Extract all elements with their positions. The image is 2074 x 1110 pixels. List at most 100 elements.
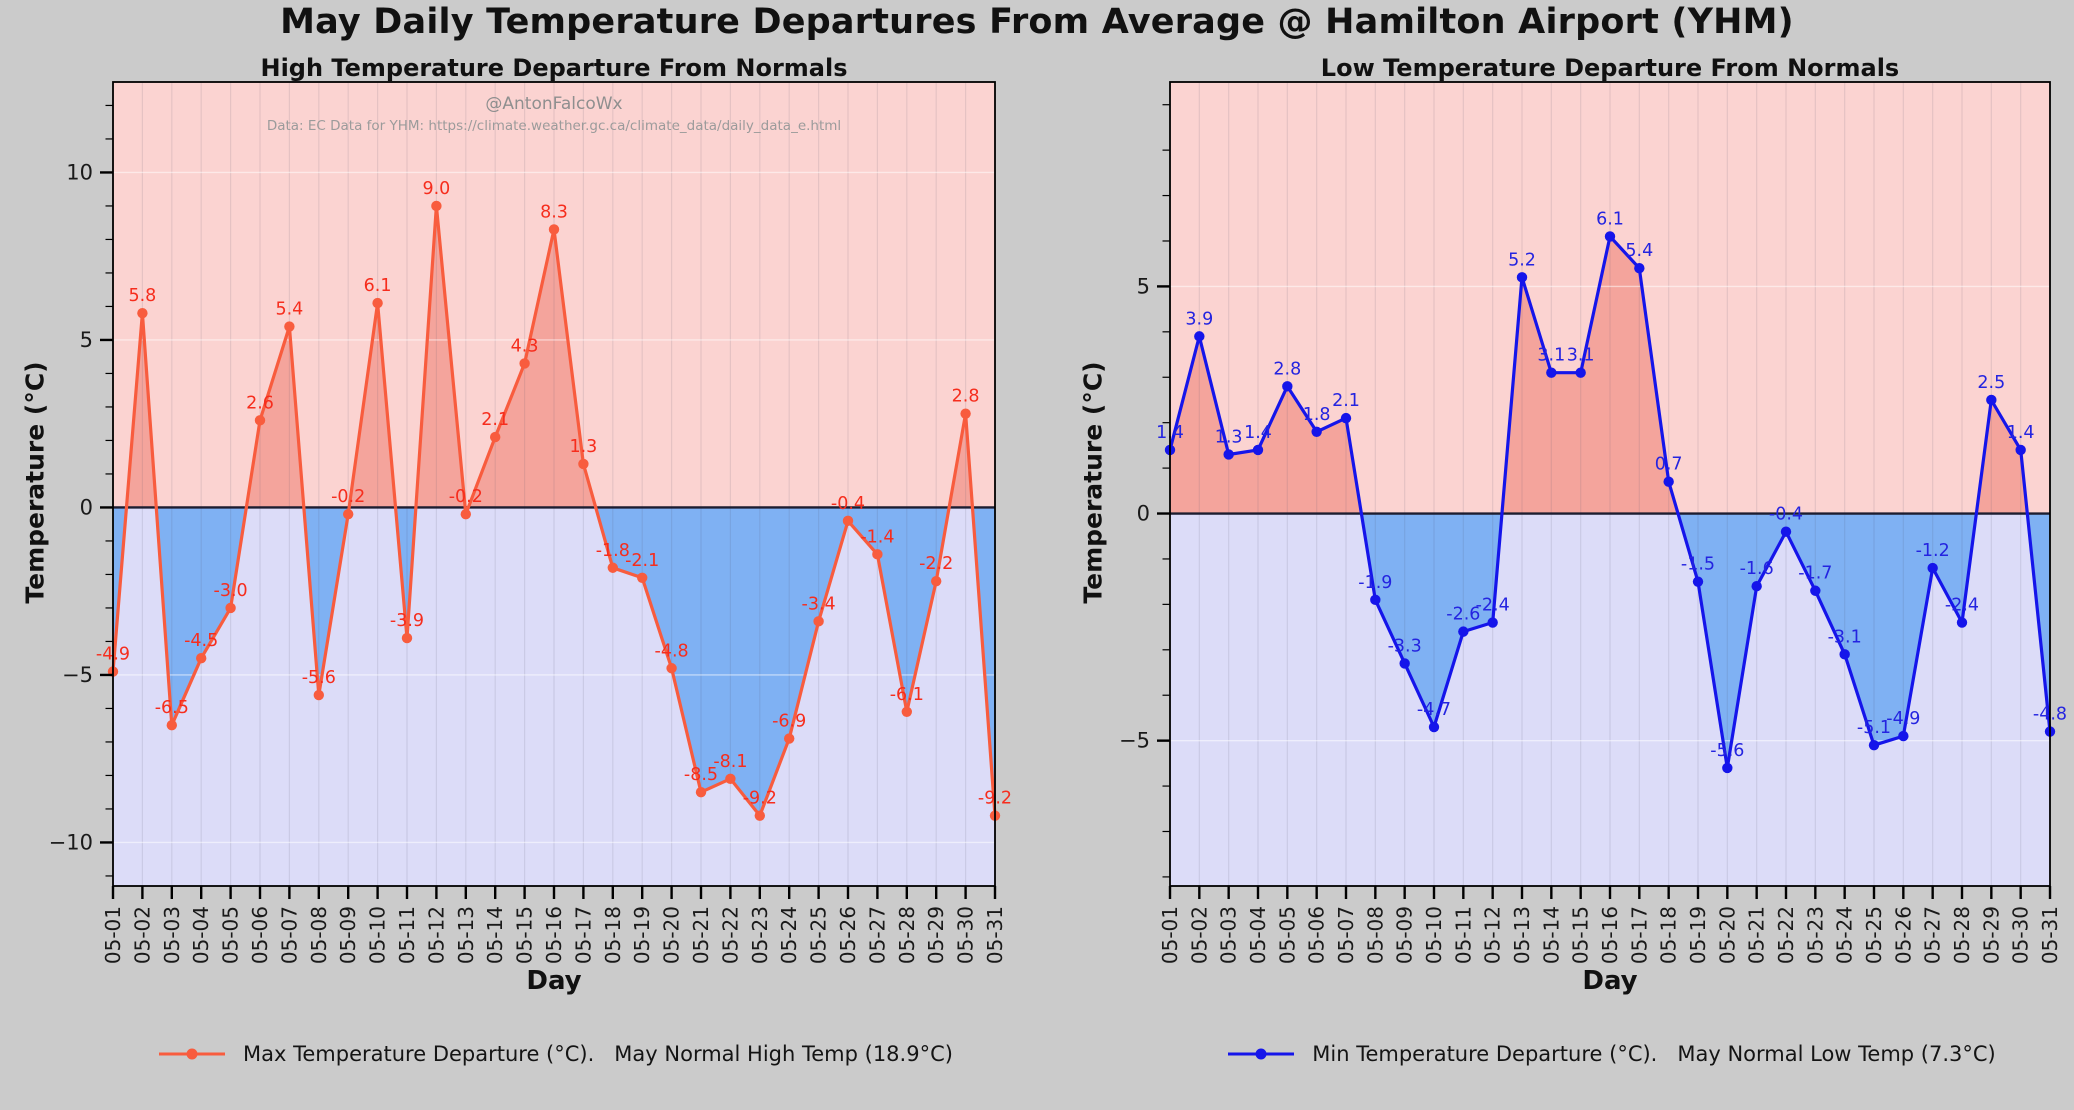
data-point-marker xyxy=(725,773,736,784)
x-tick-label: 05-29 xyxy=(924,906,948,964)
x-tick-label: 05-01 xyxy=(101,906,125,964)
data-point-marker xyxy=(960,408,971,419)
x-tick-label: 05-14 xyxy=(1539,906,1563,964)
data-point-label: 1.3 xyxy=(1215,427,1243,447)
data-point-label: -3.9 xyxy=(390,611,424,631)
data-point-label: -0.4 xyxy=(831,494,865,514)
data-point-label: -1.5 xyxy=(1681,555,1715,575)
data-point-label: 2.1 xyxy=(481,410,509,430)
data-point-marker xyxy=(1194,331,1205,342)
negative-area-fill xyxy=(113,507,995,816)
data-point-marker xyxy=(1428,721,1440,733)
data-point-label: 1.4 xyxy=(2007,423,2035,443)
data-point-label: 1.3 xyxy=(569,437,597,457)
x-tick-label: 05-08 xyxy=(1363,906,1387,964)
low-legend-line-marker-icon xyxy=(1228,1048,1295,1060)
low-chart-title: Low Temperature Departure From Normals xyxy=(1320,54,1900,82)
y-tick-label: 5 xyxy=(80,328,93,352)
data-point-marker xyxy=(754,810,765,821)
data-point-marker xyxy=(1868,739,1880,751)
data-point-marker xyxy=(313,689,324,701)
data-point-label: 4.3 xyxy=(511,336,539,356)
data-point-label: -3.4 xyxy=(802,594,836,614)
data-point-label: 3.1 xyxy=(1567,346,1595,366)
x-tick-label: 05-29 xyxy=(1979,906,2003,964)
x-tick-label: 05-10 xyxy=(1422,906,1446,964)
x-tick-label: 05-17 xyxy=(571,906,595,964)
x-tick-label: 05-30 xyxy=(2009,906,2033,964)
data-point-label: -5.6 xyxy=(1710,741,1744,761)
data-point-marker xyxy=(1370,594,1381,606)
data-point-marker xyxy=(1751,581,1762,592)
x-tick-label: 05-04 xyxy=(189,906,213,964)
data-point-marker xyxy=(842,515,854,527)
watermark-handle: @AntonFalcoWx xyxy=(485,94,623,114)
x-tick-label: 05-16 xyxy=(542,906,566,964)
x-tick-label: 05-10 xyxy=(366,906,390,964)
x-tick-label: 05-19 xyxy=(1686,906,1710,964)
data-point-marker xyxy=(519,358,530,369)
x-tick-label: 05-20 xyxy=(660,906,684,964)
below-zero-band xyxy=(113,507,995,886)
data-point-marker xyxy=(1311,426,1322,437)
data-point-marker xyxy=(225,602,236,614)
x-tick-label: 05-06 xyxy=(1305,906,1329,964)
data-point-label: -5.1 xyxy=(1857,718,1891,738)
x-tick-label: 05-02 xyxy=(130,906,154,964)
data-point-marker xyxy=(901,706,912,717)
data-point-label: -8.5 xyxy=(684,765,718,785)
data-point-label: 9.0 xyxy=(422,179,450,199)
data-point-label: -2.4 xyxy=(1476,596,1510,616)
data-point-marker xyxy=(1458,626,1469,637)
x-tick-label: 05-05 xyxy=(1275,906,1299,964)
x-tick-label: 05-31 xyxy=(2038,906,2062,964)
data-point-marker xyxy=(1282,381,1293,392)
x-tick-label: 05-25 xyxy=(807,906,831,964)
data-point-label: -3.3 xyxy=(1388,636,1422,656)
data-point-label: -5.6 xyxy=(302,668,336,688)
data-point-marker xyxy=(1839,649,1850,660)
high-chart-title: High Temperature Departure From Normals xyxy=(260,54,848,82)
positive-area-fill xyxy=(1170,236,2050,514)
data-point-marker xyxy=(254,415,266,426)
negative-area-fill xyxy=(1170,513,2050,768)
data-point-label: -1.7 xyxy=(1798,564,1832,584)
data-point-marker xyxy=(548,224,560,235)
x-tick-label: 05-28 xyxy=(895,906,919,964)
x-tick-label: 05-24 xyxy=(1833,906,1857,964)
high-x-axis-label: Day xyxy=(526,966,582,996)
x-tick-label: 05-17 xyxy=(1627,906,1651,964)
x-tick-label: 05-23 xyxy=(748,906,772,964)
x-tick-label: 05-01 xyxy=(1158,906,1182,964)
data-point-label: 3.9 xyxy=(1185,309,1213,329)
x-tick-label: 05-11 xyxy=(395,906,419,964)
x-tick-label: 05-28 xyxy=(1950,906,1974,964)
x-tick-label: 05-19 xyxy=(630,906,654,964)
x-tick-label: 05-26 xyxy=(836,906,860,964)
x-tick-label: 05-31 xyxy=(983,906,1007,964)
data-point-marker xyxy=(1575,367,1586,378)
data-point-label: -1.4 xyxy=(860,527,894,547)
data-point-label: 8.3 xyxy=(540,202,568,222)
x-tick-label: 05-27 xyxy=(865,906,889,964)
data-point-label: 5.2 xyxy=(1508,250,1536,270)
data-point-label: -3.0 xyxy=(214,581,248,601)
data-point-label: 2.6 xyxy=(246,393,274,413)
data-point-marker xyxy=(695,787,707,798)
data-point-marker xyxy=(872,549,883,560)
data-point-label: 6.1 xyxy=(364,276,392,296)
x-tick-label: 05-21 xyxy=(1745,906,1769,964)
data-point-marker xyxy=(1986,394,1997,406)
x-tick-label: 05-07 xyxy=(1334,906,1358,964)
data-point-marker xyxy=(1956,617,1968,628)
x-tick-label: 05-09 xyxy=(1393,906,1417,964)
data-point-label: -4.9 xyxy=(1886,709,1920,729)
data-point-label: 5.4 xyxy=(275,300,303,320)
data-point-marker xyxy=(1546,367,1557,378)
data-point-marker xyxy=(1399,658,1410,669)
x-tick-label: 05-13 xyxy=(454,906,478,964)
x-tick-label: 05-24 xyxy=(777,906,801,964)
x-tick-label: 05-20 xyxy=(1715,906,1739,964)
data-point-marker xyxy=(607,562,618,573)
